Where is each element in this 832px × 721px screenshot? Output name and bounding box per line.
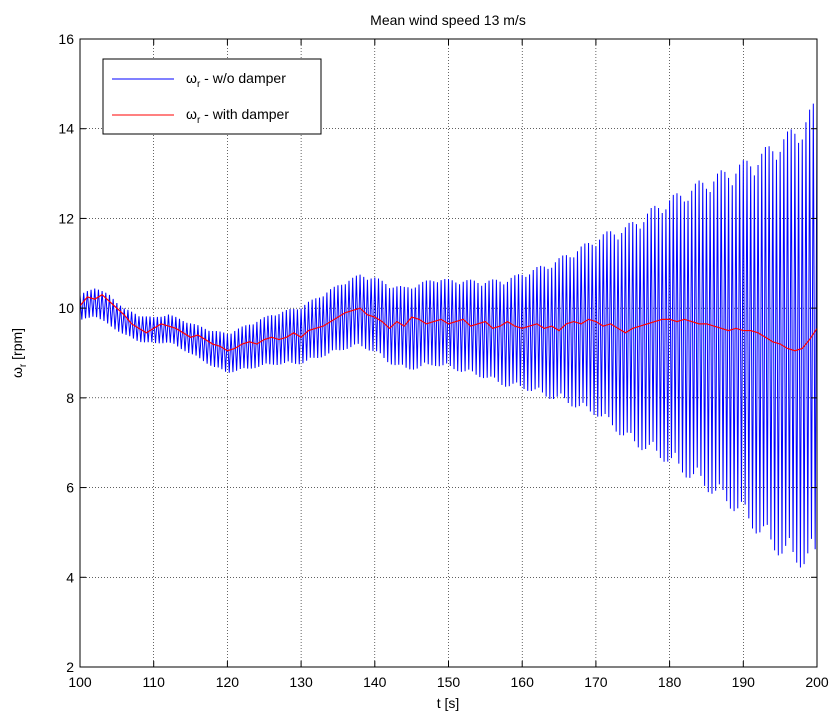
- y-tick-label: 16: [58, 31, 74, 47]
- legend: ωr - w/o damper ωr - with damper: [102, 58, 322, 135]
- legend-box: [102, 58, 322, 135]
- x-tick-label: 120: [216, 674, 240, 690]
- y-tick-label: 10: [58, 300, 74, 316]
- x-tick-label: 130: [289, 674, 313, 690]
- x-tick-label: 140: [363, 674, 387, 690]
- x-tick-label: 150: [437, 674, 461, 690]
- chart-title: Mean wind speed 13 m/s: [370, 12, 526, 28]
- x-tick-label: 100: [68, 674, 92, 690]
- y-tick-label: 12: [58, 210, 74, 226]
- y-axis-label-unit: [rpm]: [9, 328, 25, 364]
- series-line-with-damper: [79, 293, 818, 352]
- x-axis-label: t [s]: [437, 695, 460, 711]
- y-axis-label: ωr [rpm]: [9, 328, 29, 378]
- plot-series-area: [79, 103, 818, 568]
- x-tick-label: 200: [805, 674, 829, 690]
- x-tick-label: 190: [732, 674, 756, 690]
- y-tick-label: 6: [66, 480, 74, 496]
- y-axis-label-subscript: r: [18, 363, 29, 367]
- series-line-without-damper: [79, 103, 818, 568]
- x-tick-label: 180: [658, 674, 682, 690]
- y-tick-label: 4: [66, 569, 74, 585]
- svg-text:ωr [rpm]: ωr [rpm]: [9, 328, 29, 378]
- x-tick-label: 160: [511, 674, 535, 690]
- x-tick-label: 110: [143, 674, 166, 690]
- ticks: 100 110 120 130 140 150 160 170 180 190 200 2 4 6 8 10 1…: [58, 31, 828, 690]
- y-tick-label: 14: [58, 121, 74, 137]
- legend-label-with-damper: ωr - with damper: [186, 106, 289, 126]
- x-tick-label: 170: [584, 674, 608, 690]
- y-axis-label-symbol: ω: [9, 367, 25, 378]
- legend-label-without-damper: ωr - w/o damper: [186, 70, 286, 90]
- y-tick-label: 8: [66, 390, 74, 406]
- y-tick-label: 2: [66, 659, 74, 675]
